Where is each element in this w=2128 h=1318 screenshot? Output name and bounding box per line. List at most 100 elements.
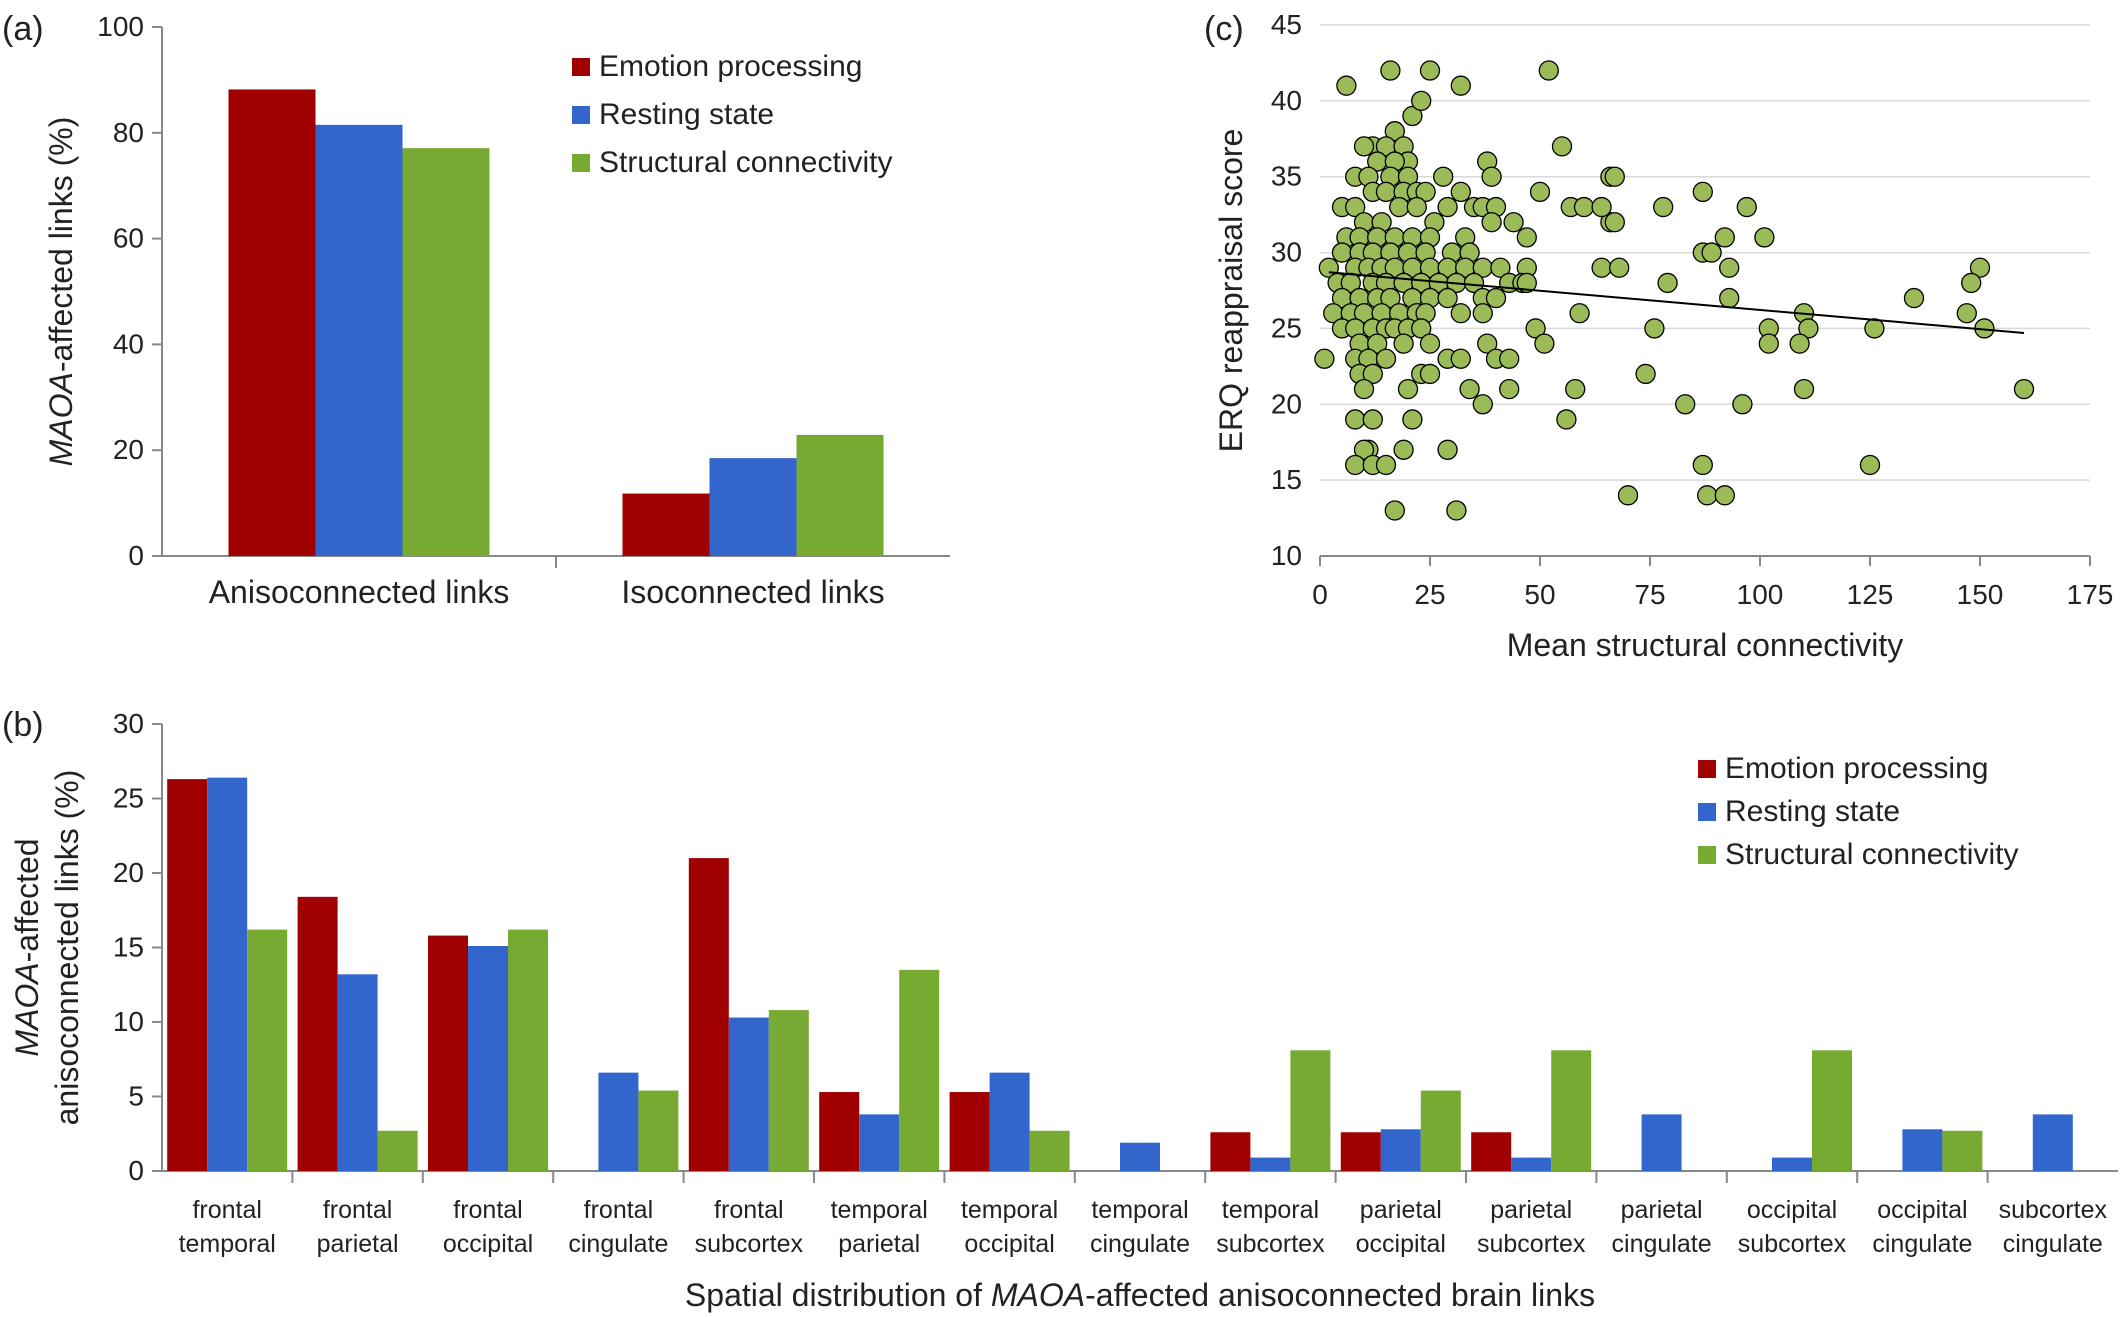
scatter-point xyxy=(1437,196,1458,218)
bar-b-1-2 xyxy=(377,1130,418,1171)
y-tick-label-b: 20 xyxy=(113,857,144,888)
scatter-point xyxy=(1565,378,1586,400)
scatter-point xyxy=(1516,272,1537,294)
scatter-point xyxy=(1969,257,1991,278)
scatter-point xyxy=(1758,333,1779,354)
scatter-point xyxy=(1477,333,1498,354)
x-tick-label-b: parietal xyxy=(1490,1196,1572,1224)
scatter-point xyxy=(1353,439,1375,460)
x-tick-label-b: frontal xyxy=(714,1196,783,1224)
bar-b-0-1 xyxy=(207,777,248,1171)
x-tick-label-b: cingulate xyxy=(1090,1230,1190,1258)
x-tick-label-b: occipital xyxy=(1747,1196,1837,1224)
x-tick-label-b: subcortex xyxy=(1477,1230,1586,1258)
bar-a-1-0 xyxy=(622,493,710,556)
scatter-point xyxy=(1714,227,1735,248)
bar-b-6-2 xyxy=(1029,1130,1070,1171)
legend-b-label-1: Resting state xyxy=(1725,795,1900,828)
bar-a-0-1 xyxy=(315,124,403,557)
bar-b-1-0 xyxy=(297,896,338,1171)
bar-b-11-1 xyxy=(1641,1114,1682,1171)
legend-a-swatch-0 xyxy=(572,58,590,76)
scatter-point xyxy=(1353,136,1375,157)
scatter-point xyxy=(1406,196,1427,218)
scatter-point xyxy=(1362,363,1383,385)
scatter-point xyxy=(1859,454,1881,476)
y-tick-label-c: 15 xyxy=(1271,464,1302,495)
x-tick-label-b: parietal xyxy=(1360,1196,1442,1224)
bar-b-5-0 xyxy=(819,1092,860,1171)
y-tick-label-c: 35 xyxy=(1271,161,1302,192)
legend-b-swatch-2 xyxy=(1698,846,1716,864)
scatter-point xyxy=(1450,303,1471,324)
legend-a-label-2: Structural connectivity xyxy=(599,146,892,179)
x-tick-label-b: frontal xyxy=(323,1196,392,1224)
y-axis-title-b-line2: anisoconnected links (%) xyxy=(49,770,85,1126)
bar-a-1-2 xyxy=(796,434,884,556)
scatter-point xyxy=(1314,348,1335,369)
x-tick-label-b: occipital xyxy=(443,1230,533,1258)
bar-b-6-1 xyxy=(989,1072,1030,1171)
y-axis-title-b-line1-part: -affected xyxy=(9,838,45,962)
scatter-point xyxy=(1956,303,1977,324)
scatter-point xyxy=(1516,227,1537,248)
y-tick-label-c: 10 xyxy=(1271,540,1302,571)
y-tick-label-b: 5 xyxy=(128,1081,144,1112)
scatter-point xyxy=(1604,166,1625,187)
y-tick-label-a: 20 xyxy=(113,434,144,465)
bar-b-10-0 xyxy=(1471,1132,1512,1171)
scatter-point xyxy=(1402,105,1423,127)
chart-panel-b: (b) 0 5 10 15 20 25 30 frontal temporal frontal par… xyxy=(2,706,2118,1313)
scatter-point xyxy=(1692,454,1713,476)
scatter-point xyxy=(1437,439,1458,460)
scatter-point xyxy=(1499,348,1520,369)
scatter-point xyxy=(1433,166,1454,187)
scatter-point xyxy=(1534,333,1555,354)
bar-b-0-0 xyxy=(167,779,208,1171)
scatter-point xyxy=(1389,196,1410,218)
x-tick-label-b: cingulate xyxy=(1872,1230,1972,1258)
x-tick-label-c: 50 xyxy=(1524,579,1555,610)
scatter-point xyxy=(1503,212,1524,233)
scatter-point xyxy=(1367,333,1388,354)
x-axis-title-b-part: -affected anisoconnected brain links xyxy=(1085,1277,1595,1313)
scatter-point xyxy=(1397,378,1419,400)
scatter-point xyxy=(1529,181,1551,203)
scatter-point xyxy=(1446,500,1467,521)
scatter-point xyxy=(1393,439,1414,460)
scatter-point xyxy=(1419,333,1441,354)
x-tick-label-b: occipital xyxy=(964,1230,1054,1258)
bar-b-12-1 xyxy=(1772,1157,1812,1171)
scatter-point xyxy=(1714,485,1735,506)
scatter-point xyxy=(1402,409,1423,430)
scatter-point xyxy=(1331,242,1353,263)
scatter-point xyxy=(1556,409,1577,430)
x-tick-label-c: 0 xyxy=(1312,579,1328,610)
scatter-point xyxy=(1692,181,1713,203)
legend-b-label-2: Structural connectivity xyxy=(1725,838,2018,871)
scatter-point xyxy=(1591,257,1612,278)
scatter-point xyxy=(1609,257,1630,278)
panel-label-b: (b) xyxy=(2,706,44,744)
scatter-point xyxy=(1604,212,1625,233)
bar-b-9-0 xyxy=(1340,1132,1381,1171)
scatter-point xyxy=(1380,287,1401,309)
x-tick-label-c: 75 xyxy=(1634,579,1665,610)
y-tick-label-b: 30 xyxy=(113,708,144,739)
scatter-point xyxy=(1459,378,1480,400)
scatter-point xyxy=(1719,287,1740,309)
scatter-point xyxy=(1701,242,1722,263)
y-axis-title-a-part: -affected links (%) xyxy=(43,117,79,373)
x-tick-label-c: 100 xyxy=(1737,579,1784,610)
y-axis-title-a-part: MAOA xyxy=(43,372,79,466)
scatter-point xyxy=(1635,363,1656,385)
scatter-point xyxy=(1411,318,1432,339)
scatter-point xyxy=(1573,196,1595,218)
x-tick-label-b: occipital xyxy=(1877,1196,1967,1224)
scatter-point xyxy=(1375,454,1397,476)
scatter-point xyxy=(1754,227,1775,248)
scatter-point xyxy=(1499,378,1520,400)
x-axis-title-b-part: MAOA xyxy=(991,1277,1085,1313)
scatter-point xyxy=(1538,60,1559,81)
x-tick-label-b: temporal xyxy=(961,1196,1058,1224)
